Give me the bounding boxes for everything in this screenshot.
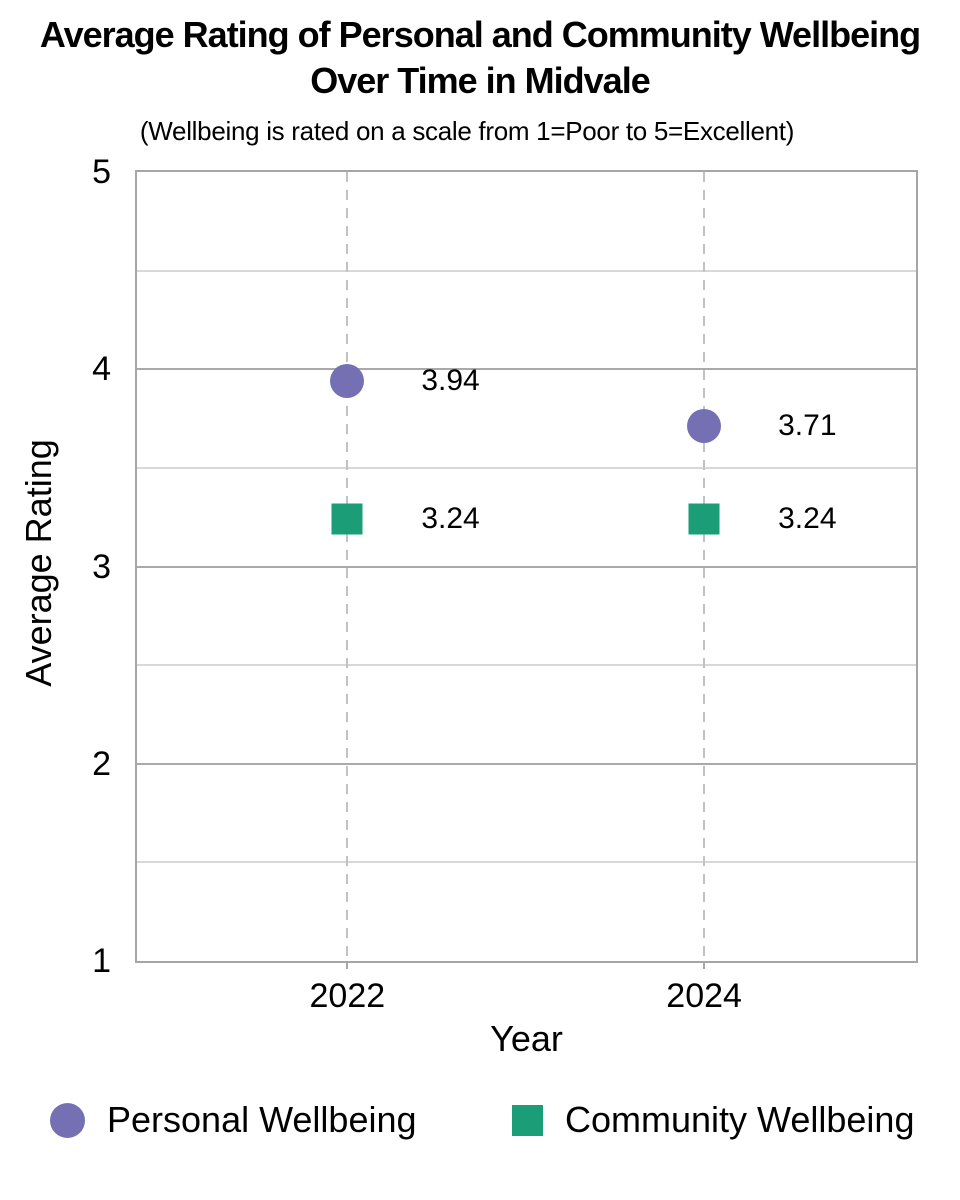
gridline-minor [137,466,916,469]
gridline-major [137,762,916,765]
data-point-circle [330,364,365,399]
legend-label-personal-wellbeing: Personal Wellbeing [107,1099,417,1140]
y-tick-label: 3 [92,547,111,586]
legend-marker-square-icon [512,1104,543,1136]
dashed-gridline [703,172,706,961]
legend-marker-circle-icon [50,1102,85,1138]
x-tick-mark [703,961,706,969]
data-point-label: 3.24 [778,502,837,536]
legend-item-community-wellbeing: Community Wellbeing [512,1098,914,1142]
y-tick-label: 1 [92,942,111,980]
gridline-minor [137,269,916,272]
gridline-major [137,565,916,568]
y-tick-label: 4 [92,350,111,389]
chart-subtitle: (Wellbeing is rated on a scale from 1=Po… [139,116,795,146]
plot-area: 1 2 3 4 5 2022 2024 3.94 3.71 3.24 3.24 [92,155,918,1013]
data-point-square [331,503,363,535]
legend-label-community-wellbeing: Community Wellbeing [565,1099,915,1140]
chart-title-line-2: Over Time in Midvale [310,60,650,101]
gridline-minor [137,861,916,864]
data-point-square [688,503,720,535]
legend-item-personal-wellbeing: Personal Wellbeing [50,1098,417,1142]
gridline-major [137,368,916,371]
x-tick-mark [346,961,349,969]
y-tick-label: 2 [92,744,111,783]
data-point-label: 3.94 [421,364,480,398]
x-axis-title: Year [490,1018,563,1059]
data-point-label: 3.71 [778,409,837,443]
data-point-circle [687,409,722,444]
chart-title-line-1: Average Rating of Personal and Community… [39,14,921,55]
gridline-minor [137,664,916,667]
chart-title: Average Rating of Personal and Community… [0,12,960,104]
x-tick-label: 2022 [309,977,386,1015]
data-point-label: 3.24 [421,502,480,536]
dashed-gridline [346,172,349,961]
y-tick-label: 5 [92,153,111,191]
x-tick-label: 2024 [666,977,742,1015]
